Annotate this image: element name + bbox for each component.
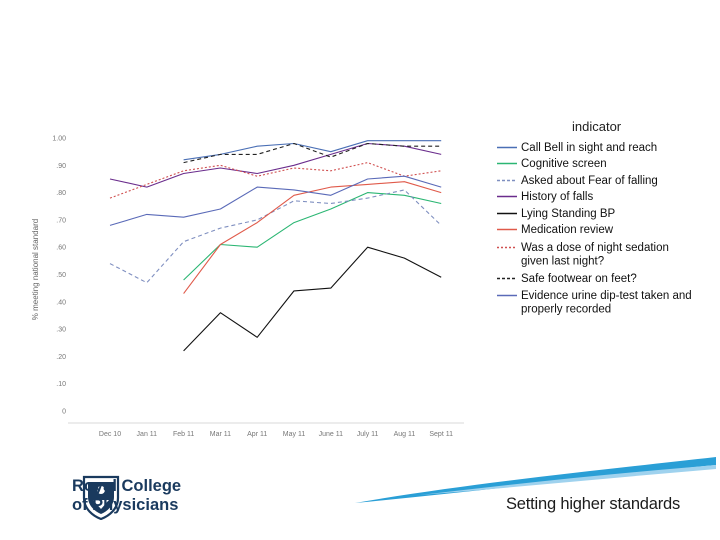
y-tick-label: .90: [56, 163, 66, 170]
series-line: [109, 142, 442, 188]
series-line: [183, 142, 442, 164]
x-tick-label: July 11: [357, 431, 379, 438]
y-tick-label: .60: [56, 245, 66, 252]
tagline: Setting higher standards: [506, 495, 681, 513]
series-line: [183, 246, 442, 352]
x-tick-label: Sept 11: [429, 431, 453, 438]
legend-label: properly recorded: [521, 304, 611, 316]
legend-label: given last night?: [521, 256, 604, 268]
swoosh-shape: [355, 457, 716, 503]
x-tick-label: Apr 11: [247, 431, 267, 438]
y-tick-label: .10: [56, 381, 66, 388]
rcp-crest-logo: [82, 475, 120, 520]
y-tick-label: 1.00: [52, 136, 66, 143]
x-tick-label: Mar 11: [210, 431, 231, 438]
y-tick-label: .80: [56, 190, 66, 197]
legend-label: History of falls: [521, 191, 593, 203]
y-tick-label: .40: [56, 299, 66, 306]
x-tick-label: Dec 10: [99, 431, 121, 438]
legend-label: Asked about Fear of falling: [521, 175, 658, 187]
y-tick-label: .50: [56, 272, 66, 279]
y-tick-label: .20: [56, 354, 66, 361]
series-line: [183, 181, 442, 294]
legend-label: Medication review: [521, 224, 614, 236]
swoosh-shape-light: [420, 465, 716, 495]
x-tick-label: May 11: [283, 431, 306, 438]
series-line: [183, 140, 442, 161]
x-tick-label: June 11: [319, 431, 343, 438]
legend-title: indicator: [572, 119, 622, 134]
x-tick-label: Jan 11: [137, 431, 158, 438]
legend-label: Safe footwear on feet?: [521, 273, 637, 285]
legend-label: Was a dose of night sedation: [521, 242, 669, 254]
series-line: [109, 189, 442, 284]
logo-line-1: Royal College: [72, 477, 182, 495]
legend-label: Evidence urine dip-test taken and: [521, 290, 692, 302]
line-chart: 1.00 .90 .80 .70 .60 .50 .40 .30 .20 .10 0 % meetin…: [31, 119, 692, 438]
y-axis-title: % meeting national standard: [31, 219, 40, 320]
y-tick-label: .70: [56, 217, 66, 224]
legend-label: Lying Standing BP: [521, 208, 616, 220]
x-tick-label: Aug 11: [394, 431, 416, 438]
y-tick-label: 0: [62, 409, 66, 416]
series-line: [183, 192, 442, 281]
x-tick-label: Feb 11: [173, 431, 194, 438]
legend-label: Call Bell in sight and reach: [521, 142, 657, 154]
logo-line-2: of Physicians: [72, 496, 179, 514]
y-tick-label: .30: [56, 327, 66, 334]
footer-swoosh: [355, 457, 716, 503]
legend-label: Cognitive screen: [521, 158, 607, 170]
series-line: [109, 162, 442, 199]
series-line: [109, 175, 442, 226]
rcp-logo-text: Royal College of Physicians: [72, 477, 181, 515]
